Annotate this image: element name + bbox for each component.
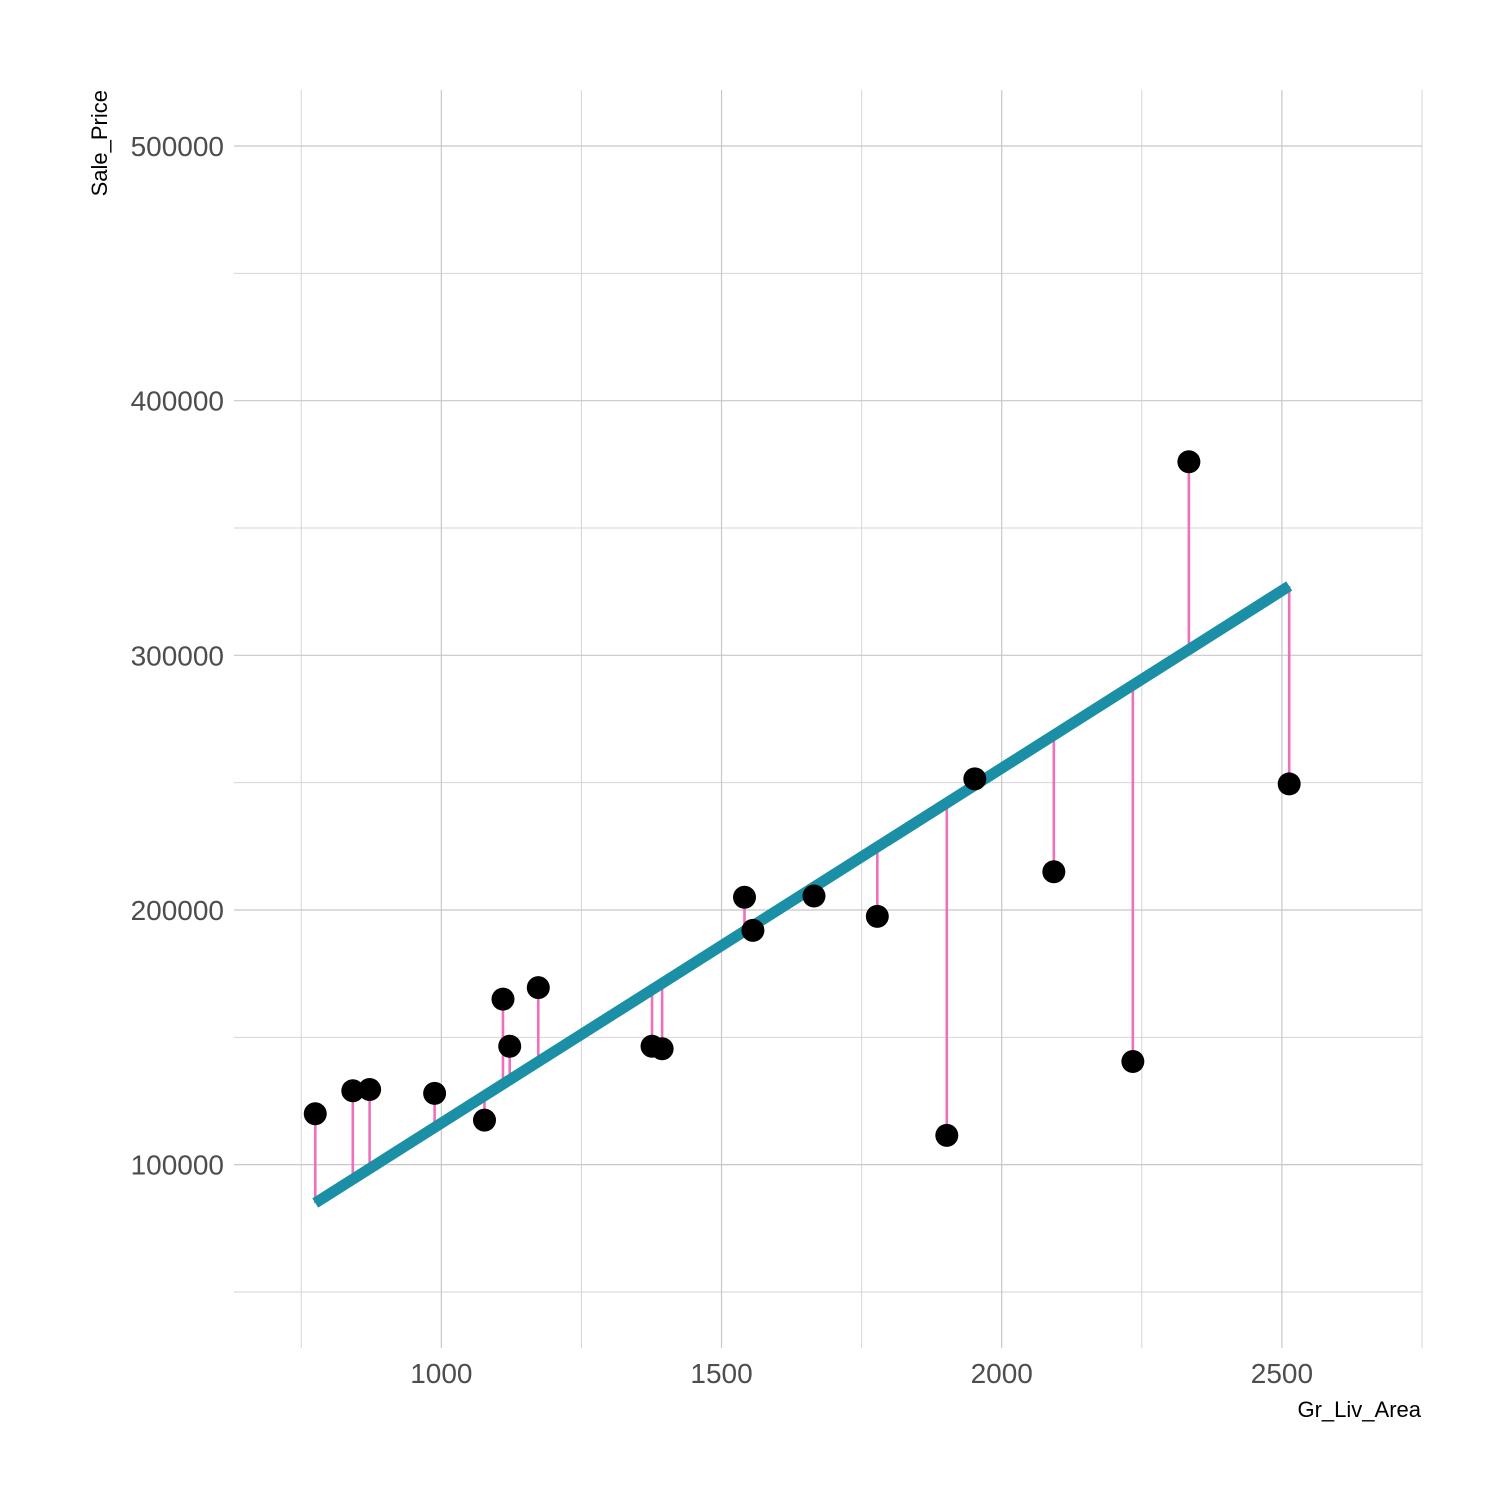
y-tick-label: 200000 [131,895,224,926]
data-point [935,1123,959,1147]
y-tick-label: 100000 [131,1150,224,1181]
regression-line-layer [312,581,1293,1208]
data-point [733,885,757,909]
data-point [741,918,765,942]
grid-layer [234,90,1423,1348]
x-tick-label: 1000 [410,1358,472,1389]
data-point [423,1081,447,1105]
data-point [341,1079,365,1103]
data-point [963,767,987,791]
x-tick-label: 2500 [1251,1358,1313,1389]
y-tick-labels: 100000 200000 300000 400000 500000 [131,131,224,1181]
y-tick-label: 300000 [131,640,224,671]
data-point [802,884,826,908]
x-tick-label: 2000 [971,1358,1033,1389]
residual-layer [313,461,1291,1204]
x-tick-label: 1500 [690,1358,752,1389]
data-point [472,1108,496,1132]
x-tick-labels: 1000 1500 2000 2500 [410,1358,1313,1389]
x-axis-title: Gr_Liv_Area [1297,1397,1421,1422]
data-point [498,1034,522,1058]
y-axis-title: Sale_Price [87,90,112,196]
point-layer [303,450,1301,1147]
data-point [491,987,515,1011]
data-point [303,1102,327,1126]
data-point [1277,772,1301,796]
data-point [1042,860,1066,884]
y-tick-label: 500000 [131,131,224,162]
data-point [1121,1050,1145,1074]
data-point [865,904,889,928]
data-point [1177,450,1201,474]
data-point [526,976,550,1000]
data-point [650,1037,674,1061]
data-point [358,1078,382,1102]
y-tick-label: 400000 [131,386,224,417]
regression-line [312,581,1293,1208]
